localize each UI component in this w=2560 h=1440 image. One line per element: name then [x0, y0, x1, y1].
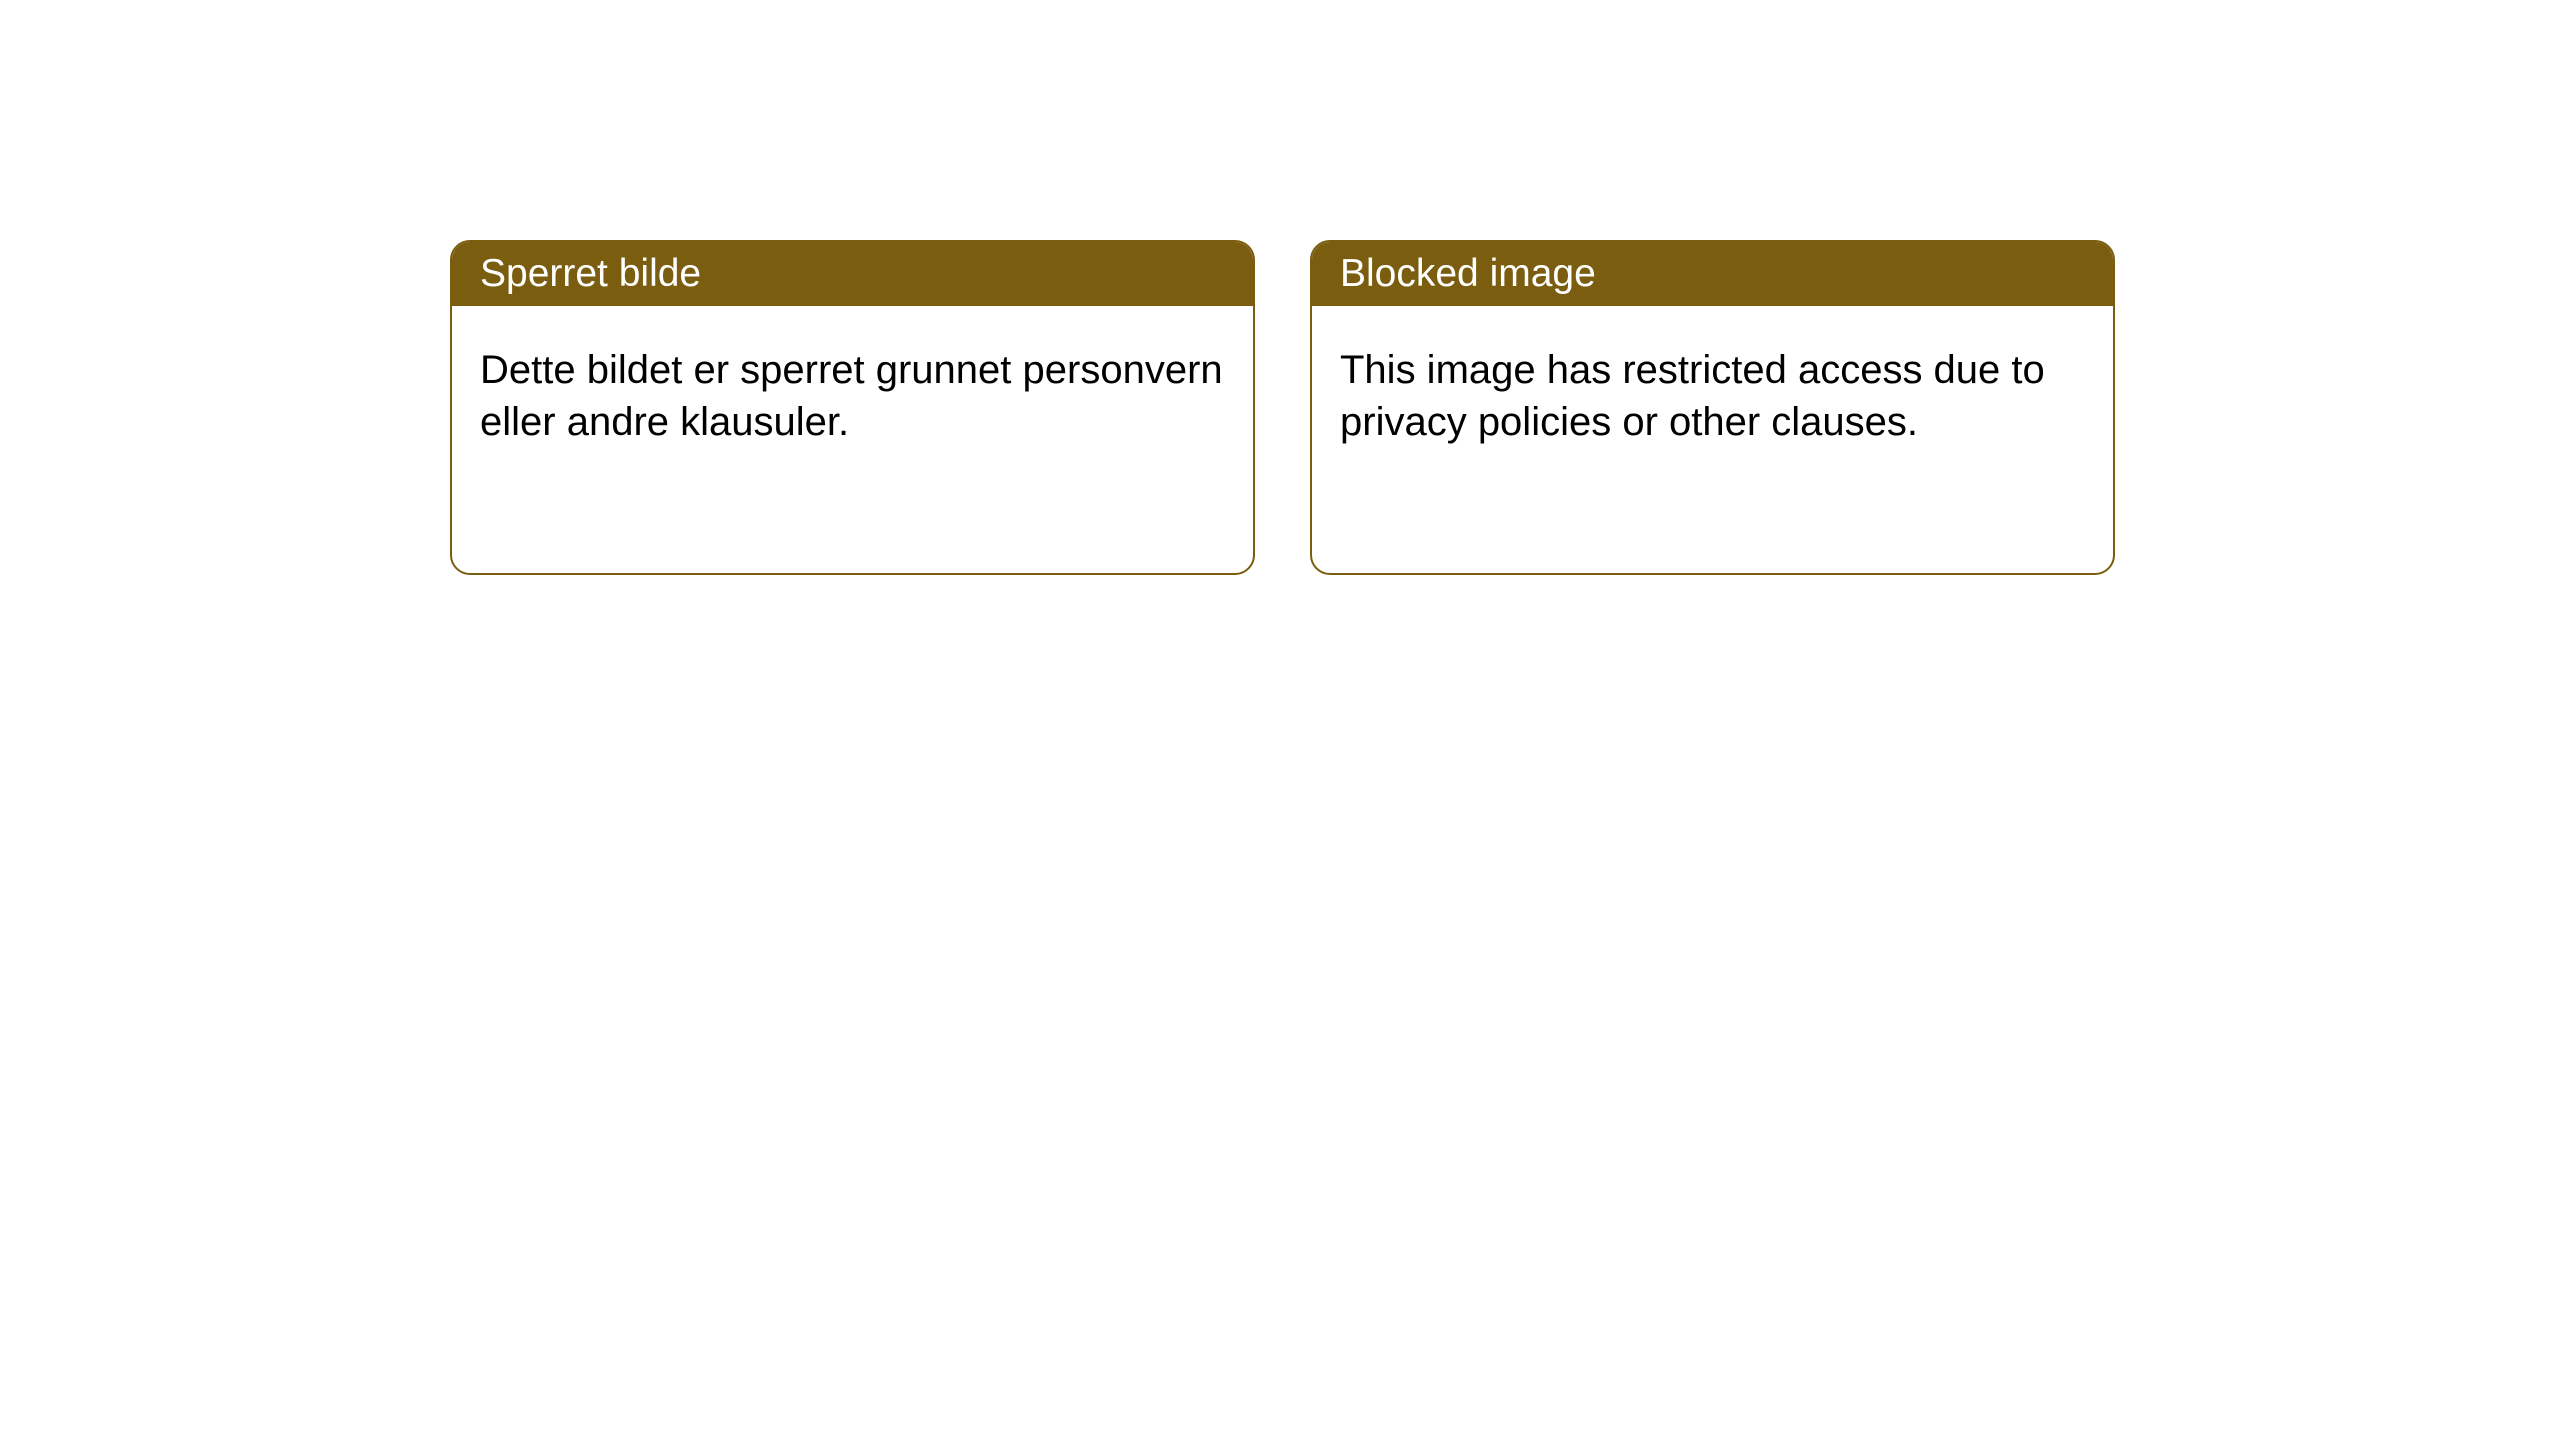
notice-message: This image has restricted access due to …	[1340, 348, 2045, 444]
notice-title: Sperret bilde	[480, 252, 701, 295]
notice-message: Dette bildet er sperret grunnet personve…	[480, 348, 1223, 444]
notice-header: Blocked image	[1312, 242, 2113, 306]
notice-container: Sperret bilde Dette bildet er sperret gr…	[450, 240, 2115, 575]
notice-body: Dette bildet er sperret grunnet personve…	[452, 306, 1253, 486]
notice-title: Blocked image	[1340, 252, 1596, 295]
notice-card-norwegian: Sperret bilde Dette bildet er sperret gr…	[450, 240, 1255, 575]
notice-body: This image has restricted access due to …	[1312, 306, 2113, 486]
notice-card-english: Blocked image This image has restricted …	[1310, 240, 2115, 575]
notice-header: Sperret bilde	[452, 242, 1253, 306]
